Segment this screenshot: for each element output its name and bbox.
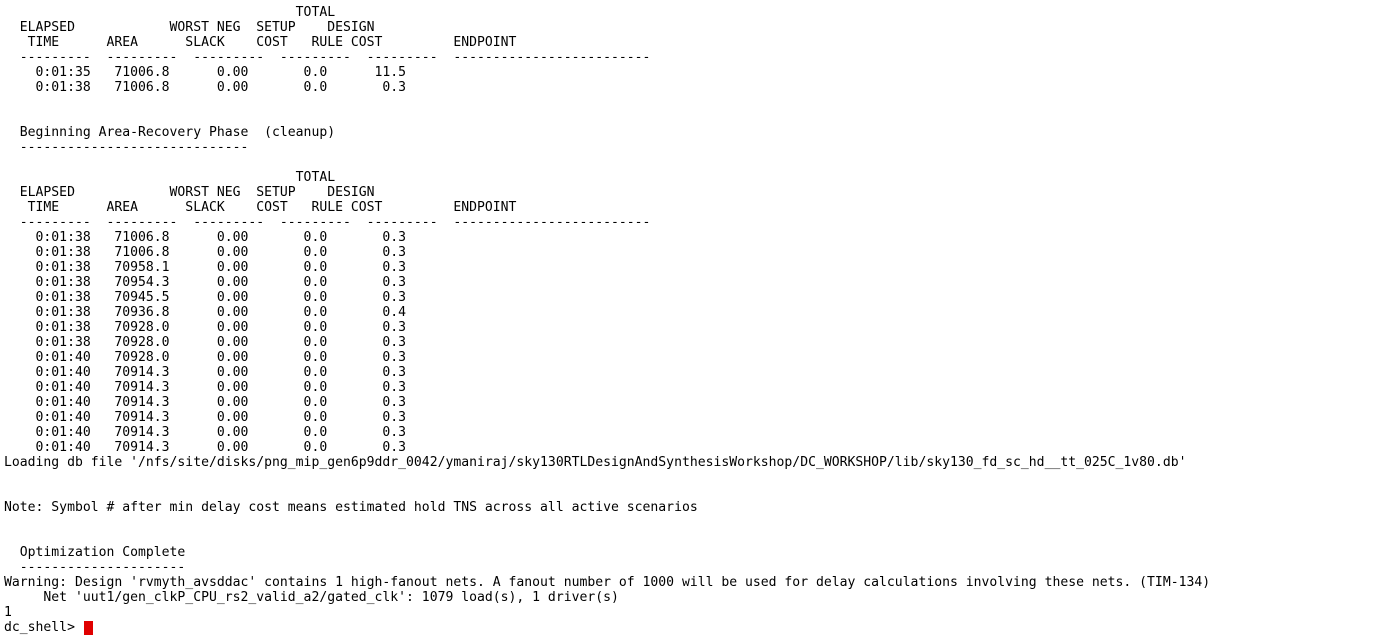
table-header-row: ELAPSED WORST NEG SETUP DESIGN <box>4 20 375 35</box>
table-row: 0:01:40 70914.3 0.00 0.0 0.3 <box>4 425 407 440</box>
table-row: 0:01:40 70914.3 0.00 0.0 0.3 <box>4 395 407 410</box>
table-header-row: ELAPSED WORST NEG SETUP DESIGN <box>4 185 375 200</box>
terminal-line <box>4 470 1394 485</box>
terminal-line <box>4 530 1394 545</box>
net-detail-message: Net 'uut1/gen_clkP_CPU_rs2_valid_a2/gate… <box>4 590 619 605</box>
terminal-line: TOTAL <box>4 5 336 20</box>
phase-title-underline: ----------------------------- <box>4 140 249 155</box>
table-header-row: TOTAL <box>4 170 336 185</box>
terminal-line <box>4 155 1394 170</box>
note-message: Note: Symbol # after min delay cost mean… <box>4 500 698 515</box>
table-row: 0:01:40 70914.3 0.00 0.0 0.3 <box>4 365 407 380</box>
table-row: 0:01:38 70936.8 0.00 0.0 0.4 <box>4 305 407 320</box>
table-row: 0:01:38 71006.8 0.00 0.0 0.3 <box>4 245 407 260</box>
table-header-divider: --------- --------- --------- --------- … <box>4 215 651 230</box>
table-header-row: TIME AREA SLACK COST RULE COST ENDPOINT <box>4 35 517 50</box>
table-header-row: TIME AREA SLACK COST RULE COST ENDPOINT <box>4 200 517 215</box>
command-return-value: 1 <box>4 605 12 620</box>
table-header-divider: --------- --------- --------- --------- … <box>4 50 651 65</box>
table-row: 0:01:40 70928.0 0.00 0.0 0.3 <box>4 350 407 365</box>
terminal-output[interactable]: TOTAL ELAPSED WORST NEG SETUP DESIGN TIM… <box>4 0 1394 635</box>
optimization-complete-underline: --------------------- <box>4 560 186 575</box>
table-row: 0:01:40 70914.3 0.00 0.0 0.3 <box>4 410 407 425</box>
loading-db-message: Loading db file '/nfs/site/disks/png_mip… <box>4 455 1187 470</box>
table-row: 0:01:38 70928.0 0.00 0.0 0.3 <box>4 335 407 350</box>
table-row: 0:01:40 70914.3 0.00 0.0 0.3 <box>4 380 407 395</box>
terminal-line <box>4 515 1394 530</box>
warning-message: Warning: Design 'rvmyth_avsddac' contain… <box>4 575 1211 590</box>
table-row: 0:01:35 71006.8 0.00 0.0 11.5 <box>4 65 407 80</box>
table-row: 0:01:38 71006.8 0.00 0.0 0.3 <box>4 230 407 245</box>
terminal-line <box>4 485 1394 500</box>
table-row: 0:01:38 70928.0 0.00 0.0 0.3 <box>4 320 407 335</box>
terminal-line <box>4 95 1394 110</box>
table-row: 0:01:38 71006.8 0.00 0.0 0.3 <box>4 80 407 95</box>
table-row: 0:01:40 70914.3 0.00 0.0 0.3 <box>4 440 407 455</box>
table-row: 0:01:38 70958.1 0.00 0.0 0.3 <box>4 260 407 275</box>
optimization-complete-title: Optimization Complete <box>4 545 186 560</box>
terminal-line <box>4 110 1394 125</box>
table-row: 0:01:38 70945.5 0.00 0.0 0.3 <box>4 290 407 305</box>
phase-title: Beginning Area-Recovery Phase (cleanup) <box>4 125 336 140</box>
table-row: 0:01:38 70954.3 0.00 0.0 0.3 <box>4 275 407 290</box>
